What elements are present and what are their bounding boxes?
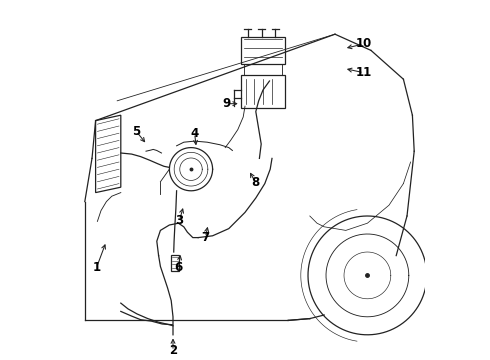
Text: 8: 8 bbox=[252, 176, 260, 189]
Text: 1: 1 bbox=[93, 261, 101, 274]
Bar bbox=[242, 37, 285, 64]
Text: 7: 7 bbox=[201, 231, 209, 244]
Text: 4: 4 bbox=[191, 127, 199, 140]
Text: 9: 9 bbox=[222, 97, 230, 110]
Text: 11: 11 bbox=[356, 66, 372, 79]
Text: 5: 5 bbox=[132, 125, 141, 138]
Text: 6: 6 bbox=[174, 261, 182, 274]
Text: 3: 3 bbox=[175, 214, 184, 227]
Text: 10: 10 bbox=[356, 37, 372, 50]
Bar bbox=[171, 255, 179, 271]
Bar bbox=[242, 76, 285, 108]
Bar bbox=[245, 64, 282, 76]
Text: 2: 2 bbox=[169, 345, 177, 357]
